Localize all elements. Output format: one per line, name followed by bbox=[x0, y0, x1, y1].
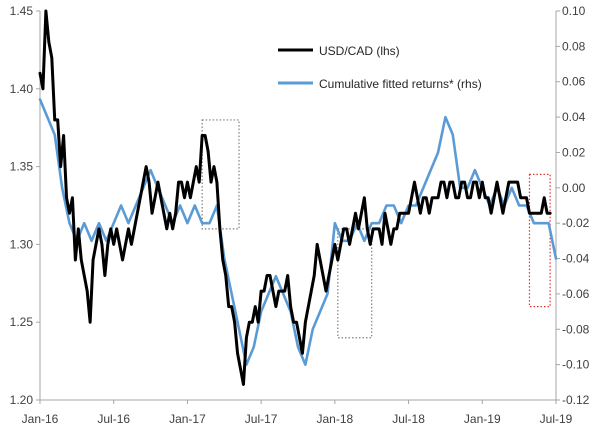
right-tick-label: 0.00 bbox=[562, 181, 586, 195]
left-tick-label: 1.30 bbox=[10, 237, 34, 251]
right-tick-label: -0.10 bbox=[562, 358, 590, 372]
legend: USD/CAD (lhs) Cumulative fitted returns*… bbox=[278, 44, 482, 91]
series-line-fitted-returns bbox=[38, 98, 558, 366]
annotation-boxes bbox=[201, 119, 551, 339]
right-tick-label: 0.02 bbox=[562, 145, 586, 159]
left-tick-label: 1.25 bbox=[10, 315, 34, 329]
left-axis-ticks: 1.20 1.25 1.30 1.35 1.40 1.45 bbox=[10, 4, 40, 407]
annotation-box-2 bbox=[337, 228, 373, 339]
right-tick-label: -0.04 bbox=[562, 252, 590, 266]
x-tick-label: Jan-19 bbox=[464, 412, 501, 426]
left-tick-label: 1.35 bbox=[10, 160, 34, 174]
x-tick-label: Jul-18 bbox=[392, 412, 425, 426]
legend-label-usdcad: USD/CAD (lhs) bbox=[319, 44, 400, 58]
series-lines bbox=[38, 9, 558, 386]
right-tick-label: 0.08 bbox=[562, 39, 586, 53]
right-tick-label: 0.06 bbox=[562, 75, 586, 89]
left-tick-label: 1.20 bbox=[10, 393, 34, 407]
x-tick-label: Jan-17 bbox=[169, 412, 206, 426]
series-line-usdcad bbox=[38, 9, 552, 386]
annotation-box-3 bbox=[528, 173, 551, 308]
x-tick-label: Jul-16 bbox=[97, 412, 130, 426]
x-tick-label: Jul-17 bbox=[245, 412, 278, 426]
right-tick-label: -0.06 bbox=[562, 287, 590, 301]
x-tick-label: Jan-18 bbox=[317, 412, 354, 426]
left-tick-label: 1.45 bbox=[10, 4, 34, 18]
right-axis-ticks: -0.12 -0.10 -0.08 -0.06 -0.04 -0.02 0.00 0.02 0.… bbox=[556, 4, 590, 407]
x-tick-label: Jan-16 bbox=[22, 412, 59, 426]
right-tick-label: 0.04 bbox=[562, 110, 586, 124]
right-tick-label: 0.10 bbox=[562, 4, 586, 18]
right-tick-label: -0.02 bbox=[562, 216, 590, 230]
x-axis-ticks: Jan-16 Jul-16 Jan-17 Jul-17 Jan-18 Jul-18 Jan-… bbox=[22, 400, 573, 426]
right-tick-label: -0.12 bbox=[562, 393, 590, 407]
legend-label-fitted-returns: Cumulative fitted returns* (rhs) bbox=[319, 77, 482, 91]
annotation-box-1 bbox=[201, 119, 240, 230]
left-tick-label: 1.40 bbox=[10, 82, 34, 96]
x-tick-label: Jul-19 bbox=[540, 412, 573, 426]
right-tick-label: -0.08 bbox=[562, 322, 590, 336]
